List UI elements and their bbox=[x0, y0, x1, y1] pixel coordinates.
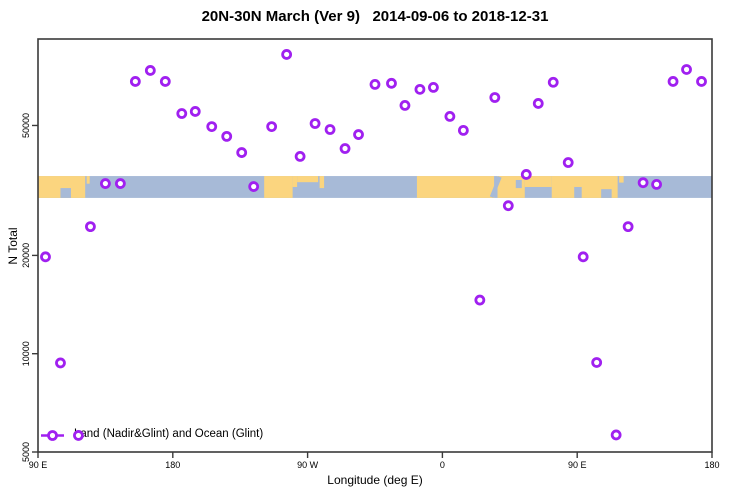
data-point bbox=[55, 357, 66, 369]
map-band-ocean-patch bbox=[60, 188, 71, 198]
data-point bbox=[489, 92, 501, 103]
x-axis-label: Longitude (deg E) bbox=[327, 473, 423, 487]
map-band-land bbox=[524, 176, 552, 187]
data-point bbox=[414, 83, 426, 95]
data-point bbox=[189, 106, 201, 117]
data-point bbox=[353, 129, 364, 140]
data-point bbox=[294, 151, 306, 162]
y-tick-label: 5000 bbox=[21, 442, 31, 462]
x-tick-label: 90 W bbox=[297, 460, 319, 470]
data-point bbox=[144, 65, 156, 76]
data-point bbox=[474, 294, 486, 306]
map-band-land bbox=[292, 176, 298, 187]
data-point bbox=[85, 221, 96, 233]
legend-marker bbox=[47, 430, 58, 441]
data-point bbox=[532, 98, 544, 109]
data-point bbox=[547, 76, 559, 88]
data-point bbox=[221, 130, 233, 142]
x-tick-label: 180 bbox=[165, 460, 180, 470]
map-band-land bbox=[319, 176, 325, 189]
x-tick-label: 0 bbox=[440, 460, 445, 470]
data-point bbox=[266, 121, 278, 133]
map-band-land bbox=[264, 176, 293, 198]
data-point bbox=[696, 76, 707, 87]
data-point bbox=[100, 178, 111, 189]
data-point bbox=[681, 64, 692, 75]
y-tick-label: 20000 bbox=[21, 243, 31, 268]
data-point bbox=[309, 118, 321, 129]
map-band-land bbox=[38, 176, 86, 198]
y-tick-label: 10000 bbox=[21, 341, 31, 366]
data-point bbox=[562, 157, 574, 168]
data-point bbox=[369, 78, 381, 90]
map-band-land bbox=[619, 176, 624, 183]
plot-box bbox=[37, 38, 713, 453]
data-point bbox=[444, 111, 456, 122]
data-point bbox=[40, 251, 51, 263]
data-point bbox=[386, 77, 397, 89]
data-point bbox=[176, 108, 188, 119]
map-band-land bbox=[297, 176, 319, 183]
data-point bbox=[520, 169, 532, 180]
map-band-land bbox=[86, 176, 90, 184]
data-point bbox=[324, 124, 336, 135]
data-point bbox=[281, 49, 293, 60]
data-point bbox=[502, 200, 514, 212]
x-tick-label: 180 bbox=[704, 460, 719, 470]
data-point bbox=[428, 81, 439, 93]
data-point bbox=[399, 100, 411, 111]
data-point bbox=[114, 178, 126, 189]
map-band-land bbox=[416, 176, 495, 198]
map-band-ocean-patch bbox=[601, 189, 612, 198]
data-point bbox=[577, 251, 589, 263]
data-point bbox=[248, 181, 260, 192]
data-point bbox=[457, 124, 469, 136]
data-point bbox=[651, 178, 662, 190]
data-point bbox=[667, 76, 679, 87]
data-point bbox=[339, 143, 351, 154]
data-point bbox=[591, 357, 603, 368]
x-tick-label: 90 E bbox=[568, 460, 587, 470]
y-tick-label: 50000 bbox=[21, 113, 31, 138]
legend-label: Land (Nadir&Glint) and Ocean (Glint) bbox=[74, 428, 264, 440]
data-point bbox=[159, 76, 171, 87]
data-point bbox=[129, 76, 141, 87]
map-band-ocean-patch bbox=[489, 176, 502, 198]
data-point bbox=[610, 429, 622, 441]
data-point bbox=[73, 430, 84, 441]
data-point bbox=[236, 147, 248, 158]
data-point bbox=[622, 221, 634, 233]
data-point bbox=[637, 177, 649, 189]
map-band-ocean-patch bbox=[574, 186, 582, 198]
x-tick-label: 90 E bbox=[29, 460, 48, 470]
data-point bbox=[206, 121, 218, 133]
map-band-ocean-patch bbox=[515, 179, 522, 189]
chart-title: 20N-30N March (Ver 9) 2014-09-06 to 2018… bbox=[201, 8, 549, 25]
